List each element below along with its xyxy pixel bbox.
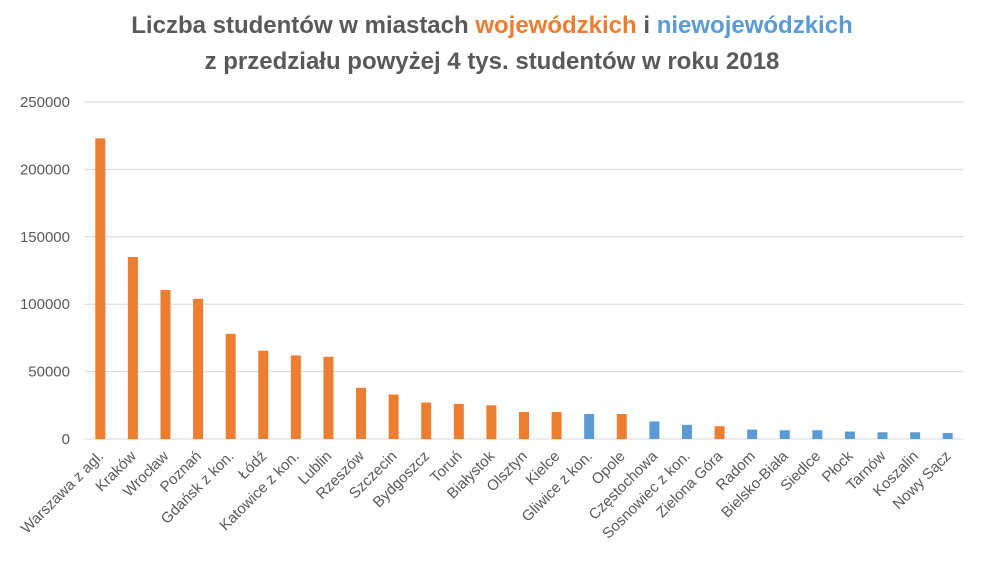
chart-title-line1: Liczba studentów w miastach wojewódzkich… <box>0 8 984 44</box>
bar <box>714 426 725 439</box>
bar <box>649 421 660 439</box>
bar <box>225 333 236 439</box>
bar <box>421 402 432 439</box>
bar <box>95 138 106 439</box>
bar <box>551 412 562 439</box>
title-non-voivodeship-word: niewojewódzkich <box>656 12 853 39</box>
bar <box>193 298 204 439</box>
bar <box>388 394 399 439</box>
bar <box>290 355 301 439</box>
bar <box>779 430 790 439</box>
chart-title: Liczba studentów w miastach wojewódzkich… <box>0 8 984 80</box>
y-tick-label: 50000 <box>28 364 70 381</box>
x-category-label: Warszawa z agl. <box>18 448 107 537</box>
bar <box>356 387 367 439</box>
bar <box>323 356 334 439</box>
bar <box>127 257 138 439</box>
bar <box>942 432 953 439</box>
bar <box>486 405 497 439</box>
y-tick-label: 150000 <box>20 229 70 246</box>
bar <box>453 403 464 439</box>
chart-title-line2: z przedziału powyżej 4 tys. studentów w … <box>204 48 780 75</box>
bar <box>812 430 823 439</box>
bar <box>681 424 692 439</box>
bar <box>877 432 888 439</box>
bar <box>584 414 595 439</box>
bar <box>160 290 171 439</box>
title-text-b: i <box>636 12 657 39</box>
title-voivodeship-word: wojewódzkich <box>475 12 637 39</box>
bar <box>747 429 758 439</box>
bar <box>910 432 921 439</box>
y-tick-label: 100000 <box>20 296 70 313</box>
y-tick-label: 250000 <box>20 94 70 111</box>
y-tick-label: 200000 <box>20 161 70 178</box>
bar <box>258 350 269 439</box>
title-text-a: Liczba studentów w miastach <box>131 12 476 39</box>
bar <box>616 414 627 439</box>
bar <box>519 412 529 439</box>
bar <box>844 431 855 439</box>
y-tick-label: 0 <box>62 431 70 448</box>
